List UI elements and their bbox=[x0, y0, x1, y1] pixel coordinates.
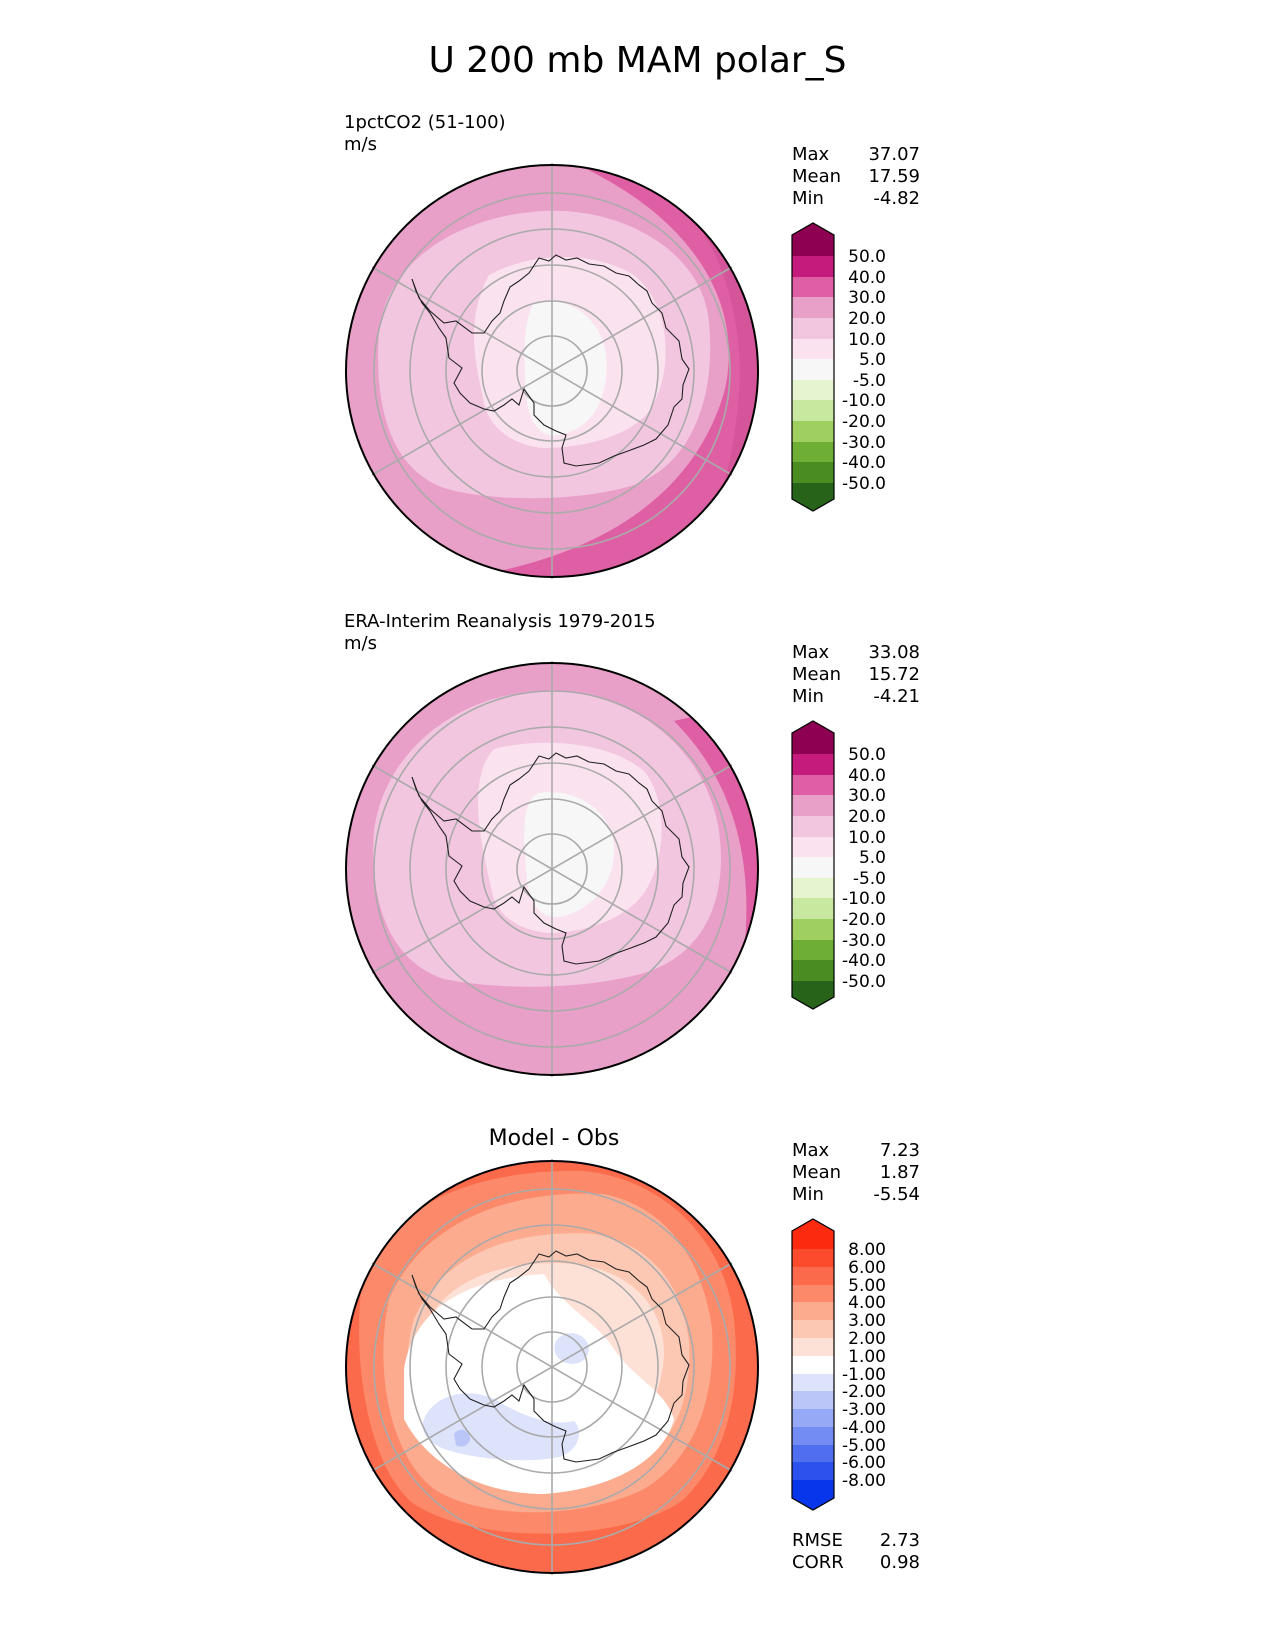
cbar2-tick: -10.0 bbox=[842, 889, 886, 909]
panel3-corr: CORR 0.98 bbox=[792, 1552, 920, 1573]
panel2-colorbar-ticks: 50.0 40.0 30.0 20.0 10.0 5.0 -5.0 -10.0 … bbox=[842, 745, 886, 992]
cbar1-tick: 10.0 bbox=[848, 330, 886, 350]
panel1-colorbar: 50.0 40.0 30.0 20.0 10.0 5.0 -5.0 -10.0 … bbox=[791, 222, 886, 512]
panel3-colorbar-swatches bbox=[791, 1218, 835, 1511]
panel3-colorbar: 8.00 6.00 5.00 4.00 3.00 2.00 1.00 -1.00… bbox=[791, 1218, 886, 1511]
antarctica-coastline bbox=[411, 752, 690, 965]
cbar2-tick: 50.0 bbox=[848, 745, 886, 765]
panel2-stat-mean: Mean 15.72 bbox=[792, 664, 920, 685]
cbar1-tick: -30.0 bbox=[842, 433, 886, 453]
panel2-colorbar: 50.0 40.0 30.0 20.0 10.0 5.0 -5.0 -10.0 … bbox=[791, 720, 886, 1010]
panel2-stat-max: Max 33.08 bbox=[792, 642, 920, 663]
cbar3-tick: 5.00 bbox=[848, 1276, 886, 1296]
panel1-title: 1pctCO2 (51-100) m/s bbox=[344, 112, 506, 156]
panel1-stat-mean: Mean 17.59 bbox=[792, 166, 920, 187]
panel2-title-line1: ERA-Interim Reanalysis 1979-2015 bbox=[344, 611, 656, 632]
cbar3-tick: 2.00 bbox=[848, 1329, 886, 1349]
panel1-polar-map bbox=[345, 163, 759, 579]
map-boundary bbox=[345, 662, 759, 1076]
panel1-colorbar-swatches bbox=[791, 222, 835, 512]
cbar1-tick: -5.0 bbox=[853, 371, 886, 391]
panel2-colorbar-swatches bbox=[791, 720, 835, 1010]
cbar1-tick: -40.0 bbox=[842, 453, 886, 473]
contour-minus3-minus2 bbox=[454, 1429, 471, 1447]
panel3-colorbar-ticks: 8.00 6.00 5.00 4.00 3.00 2.00 1.00 -1.00… bbox=[842, 1240, 886, 1491]
cbar3-tick: -8.00 bbox=[842, 1471, 886, 1491]
cbar1-tick: -50.0 bbox=[842, 474, 886, 494]
panel2-polar-map bbox=[345, 661, 759, 1077]
contour-minus5-5 bbox=[524, 301, 607, 436]
cbar2-tick: -40.0 bbox=[842, 951, 886, 971]
cbar2-tick: 10.0 bbox=[848, 828, 886, 848]
cbar3-tick: 4.00 bbox=[848, 1293, 886, 1313]
cbar1-tick: 20.0 bbox=[848, 309, 886, 329]
cbar2-tick: 20.0 bbox=[848, 807, 886, 827]
panel2-title: ERA-Interim Reanalysis 1979-2015 m/s bbox=[344, 611, 656, 655]
panel3-rmse: RMSE 2.73 bbox=[792, 1530, 920, 1551]
panel1-title-line1: 1pctCO2 (51-100) bbox=[344, 112, 506, 133]
map-boundary bbox=[345, 1160, 759, 1574]
panel3-stat-mean: Mean 1.87 bbox=[792, 1162, 920, 1183]
panel3-title: Model - Obs bbox=[488, 1126, 620, 1151]
panel3-stat-max: Max 7.23 bbox=[792, 1140, 920, 1161]
map-boundary bbox=[345, 164, 759, 578]
panel1-units: m/s bbox=[344, 134, 377, 155]
cbar2-tick: -20.0 bbox=[842, 910, 886, 930]
cbar1-tick: -10.0 bbox=[842, 391, 886, 411]
cbar1-tick: 30.0 bbox=[848, 288, 886, 308]
antarctica-coastline bbox=[411, 254, 690, 467]
panel1-stat-min: Min -4.82 bbox=[792, 188, 920, 209]
contour-30-40 bbox=[454, 165, 758, 577]
graticule bbox=[371, 661, 733, 1077]
cbar2-tick: -50.0 bbox=[842, 972, 886, 992]
panel1-stats: Max 37.07 Mean 17.59 Min -4.82 bbox=[792, 144, 920, 210]
cbar3-tick: 6.00 bbox=[848, 1258, 886, 1278]
cbar1-tick: -20.0 bbox=[842, 412, 886, 432]
cbar2-tick: 30.0 bbox=[848, 786, 886, 806]
cbar3-tick: -6.00 bbox=[842, 1453, 886, 1473]
graticule bbox=[371, 1159, 733, 1575]
graticule bbox=[371, 163, 733, 579]
panel1-stat-max: Max 37.07 bbox=[792, 144, 920, 165]
cbar3-tick: 3.00 bbox=[848, 1311, 886, 1331]
contour-minus5-5 bbox=[524, 792, 615, 918]
panel3-metrics: RMSE 2.73 CORR 0.98 bbox=[792, 1530, 920, 1574]
cbar1-tick: 5.0 bbox=[859, 350, 886, 370]
panel1-colorbar-ticks: 50.0 40.0 30.0 20.0 10.0 5.0 -5.0 -10.0 … bbox=[842, 247, 886, 494]
cbar3-tick: -3.00 bbox=[842, 1400, 886, 1420]
panel3-stats: Max 7.23 Mean 1.87 Min -5.54 bbox=[792, 1140, 920, 1206]
panel2-stat-min: Min -4.21 bbox=[792, 686, 920, 707]
panel3-polar-map bbox=[345, 1159, 759, 1575]
cbar3-tick: -2.00 bbox=[842, 1382, 886, 1402]
cbar2-tick: 40.0 bbox=[848, 766, 886, 786]
panel2-units: m/s bbox=[344, 633, 377, 654]
panel2-stats: Max 33.08 Mean 15.72 Min -4.21 bbox=[792, 642, 920, 708]
contour-minus2-minus1-b bbox=[554, 1333, 589, 1364]
cbar1-tick: 50.0 bbox=[848, 247, 886, 267]
figure-title: U 200 mb MAM polar_S bbox=[428, 40, 847, 81]
cbar3-tick: 1.00 bbox=[848, 1347, 886, 1367]
cbar2-tick: -30.0 bbox=[842, 931, 886, 951]
cbar2-tick: -5.0 bbox=[853, 869, 886, 889]
antarctica-coastline bbox=[411, 1250, 690, 1463]
cbar3-tick: 8.00 bbox=[848, 1240, 886, 1260]
cbar3-tick: -1.00 bbox=[842, 1365, 886, 1385]
cbar3-tick: -4.00 bbox=[842, 1418, 886, 1438]
cbar3-tick: -5.00 bbox=[842, 1436, 886, 1456]
cbar1-tick: 40.0 bbox=[848, 268, 886, 288]
panel3-stat-min: Min -5.54 bbox=[792, 1184, 920, 1205]
cbar2-tick: 5.0 bbox=[859, 848, 886, 868]
